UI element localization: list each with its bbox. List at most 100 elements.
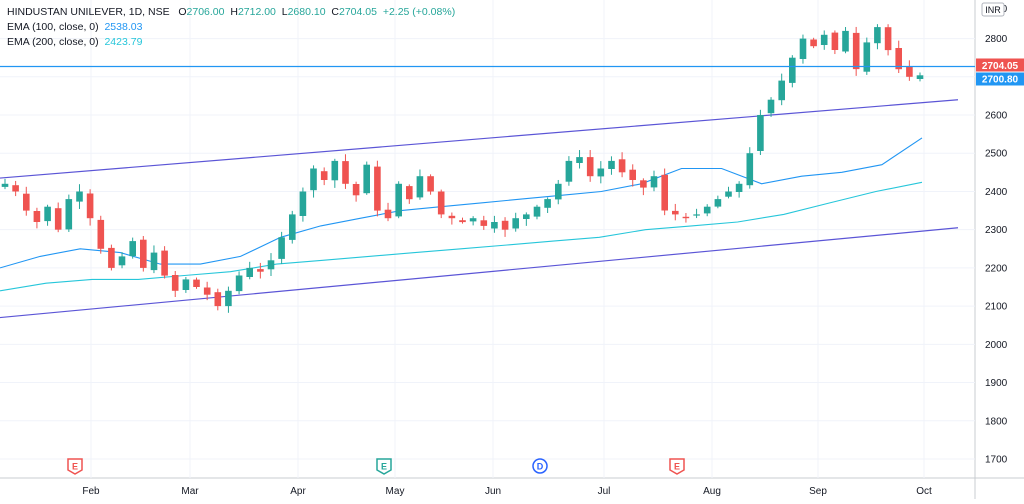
candle-body-down: [427, 176, 434, 192]
candle: [533, 204, 541, 220]
candle-body-down: [682, 216, 690, 219]
time-tick-label: Aug: [703, 486, 721, 497]
candle: [746, 147, 754, 189]
price-tick-label: 1700: [985, 455, 1008, 466]
legend-high-label: H: [230, 6, 238, 18]
time-tick-label: Feb: [82, 486, 100, 497]
candle-body-up: [693, 214, 700, 216]
candle: [810, 37, 817, 49]
candle: [586, 149, 594, 182]
candle-body-down: [884, 27, 892, 51]
price-tick-label: 2400: [985, 187, 1008, 198]
candle-body-down: [352, 184, 360, 196]
candle-body-up: [565, 160, 573, 182]
candle: [406, 184, 413, 204]
candle: [363, 161, 370, 195]
earnings-marker: [67, 458, 83, 475]
legend-open: 2706.00: [186, 6, 225, 18]
candle: [650, 170, 658, 192]
event-marker-label: D: [537, 462, 544, 472]
legend-low: 2680.10: [287, 6, 326, 18]
candle: [842, 27, 849, 54]
legend-close-label: C: [331, 6, 339, 18]
plot-background: [0, 0, 975, 478]
candle: [374, 160, 381, 217]
candle: [682, 213, 690, 223]
candle: [427, 174, 434, 195]
price-tick-label: 1900: [985, 378, 1008, 389]
candle-body-down: [406, 186, 413, 200]
candle: [278, 231, 285, 264]
candle: [629, 164, 636, 187]
candle: [767, 97, 775, 117]
candle: [501, 217, 509, 237]
candle: [1, 178, 9, 190]
candle: [725, 186, 732, 199]
candle-body-up: [703, 206, 711, 214]
candle-body-down: [895, 48, 902, 70]
candle: [757, 109, 764, 156]
price-tick-label: 2300: [985, 225, 1008, 236]
candle: [193, 277, 200, 289]
candle-body-up: [416, 176, 424, 198]
candle-body-up: [246, 267, 253, 277]
candle: [97, 215, 105, 254]
price-tick-label: 2100: [985, 302, 1008, 313]
candle-body-up: [235, 275, 243, 292]
candle-body-down: [640, 180, 647, 188]
candle-body-down: [97, 219, 105, 249]
candle-body-up: [608, 160, 615, 169]
candle-body-down: [437, 191, 445, 215]
candle-body-down: [140, 239, 147, 268]
candle-body-up: [576, 157, 583, 163]
candle-body-down: [459, 220, 466, 223]
candle-body-up: [544, 199, 551, 208]
candle: [437, 189, 445, 219]
legend-ema200-row: EMA (200, close, 0) 2423.79: [7, 35, 455, 50]
candle: [416, 169, 424, 200]
candle-body-down: [852, 32, 860, 70]
price-tick-label: 2600: [985, 111, 1008, 122]
candle: [672, 203, 679, 221]
candle: [44, 204, 51, 226]
candle: [576, 150, 583, 169]
legend-high: 2712.00: [237, 6, 276, 18]
legend-low-label: L: [281, 6, 288, 18]
price-tick-label: 1800: [985, 416, 1008, 427]
candle-body-up: [789, 57, 796, 83]
time-axis: Feb Mar Apr May Jun Jul Aug Sep Oct: [82, 486, 932, 497]
candle: [778, 73, 785, 106]
legend-symbol: HINDUSTAN UNILEVER, 1D, NSE: [7, 6, 170, 18]
candle-body-down: [108, 247, 115, 268]
candle-body-up: [523, 214, 530, 219]
time-tick-label: Oct: [916, 486, 932, 497]
candle-body-up: [767, 99, 775, 114]
candle: [544, 197, 551, 213]
candle: [874, 24, 881, 50]
candle: [320, 167, 328, 186]
candle: [225, 286, 232, 313]
candle: [640, 178, 647, 196]
candle: [54, 202, 62, 233]
candle: [895, 40, 902, 74]
candle: [33, 207, 41, 229]
candle-body-down: [661, 174, 668, 211]
legend-ema100-row: EMA (100, close, 0) 2538.03: [7, 20, 455, 35]
candle: [703, 204, 711, 217]
legend-change: +2.25 (+0.08%): [382, 6, 456, 18]
candle-body-up: [118, 256, 126, 266]
candle-body-up: [267, 260, 275, 270]
candle: [820, 30, 828, 50]
candle-body-up: [820, 34, 828, 45]
candle: [735, 181, 743, 198]
candle-body-up: [469, 218, 477, 222]
price-badges: 2704.05 2700.80 INR: [976, 2, 1024, 86]
candle: [597, 161, 605, 184]
candle-body-down: [448, 215, 456, 219]
candle: [831, 30, 839, 55]
candle-body-up: [555, 183, 562, 200]
candle: [65, 194, 73, 232]
time-tick-label: Jun: [485, 486, 501, 497]
